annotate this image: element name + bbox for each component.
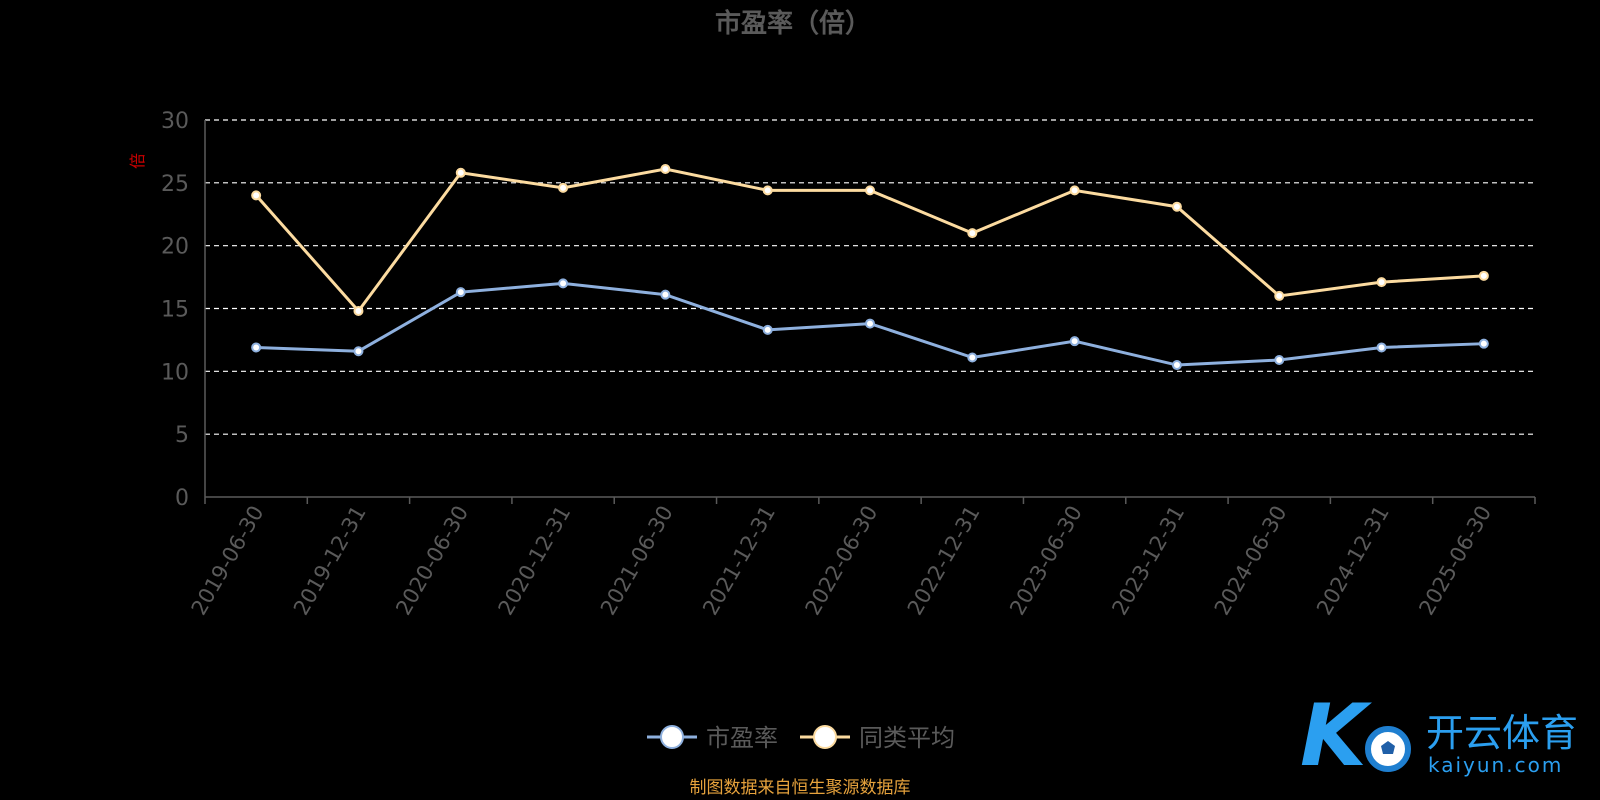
x-tick-label: 2023-06-30 (1005, 502, 1087, 620)
data-point (455, 167, 466, 178)
legend-marker (813, 725, 837, 749)
y-tick-label: 30 (161, 109, 189, 134)
data-point (1376, 342, 1387, 353)
y-tick-label: 25 (161, 172, 189, 197)
x-tick-label: 2024-12-31 (1312, 502, 1394, 620)
legend-item: 同类平均 (800, 724, 955, 752)
y-tick-label: 0 (175, 486, 189, 511)
data-point (967, 352, 978, 363)
legend: 市盈率 同类平均 (647, 724, 955, 752)
x-tick-label: 2025-06-30 (1414, 502, 1496, 620)
logo-text-en: kaiyun.com (1428, 753, 1563, 777)
x-tick-label: 2019-12-31 (289, 502, 371, 620)
y-tick-label: 20 (161, 235, 189, 260)
data-point (1274, 355, 1285, 366)
x-tick-label: 2021-06-30 (596, 502, 678, 620)
data-point (967, 228, 978, 239)
series-0 (251, 278, 1489, 371)
data-point (251, 190, 262, 201)
data-point (558, 278, 569, 289)
x-tick-label: 2021-12-31 (698, 502, 780, 620)
y-tick-label: 10 (161, 360, 189, 385)
x-tick-label: 2024-06-30 (1210, 502, 1292, 620)
data-point (1069, 185, 1080, 196)
legend-label: 同类平均 (859, 724, 955, 752)
data-point (762, 185, 773, 196)
series-1 (251, 164, 1489, 317)
data-point (1171, 201, 1182, 212)
data-point (1069, 336, 1080, 347)
x-tick-label: 2023-12-31 (1107, 502, 1189, 620)
logo-text-cn: 开云体育 (1426, 711, 1578, 755)
legend-marker (660, 725, 684, 749)
kaiyun-logo: K 开云体育 kaiyun.com (1300, 686, 1578, 786)
data-point (353, 346, 364, 357)
data-point (455, 287, 466, 298)
data-point (762, 324, 773, 335)
x-tick-label: 2022-12-31 (903, 501, 985, 619)
y-tick-label: 5 (175, 423, 189, 448)
x-tick-label: 2020-12-31 (494, 502, 576, 620)
y-axis-label: 倍 (128, 153, 147, 169)
kaiyun-logo-mark-k: K (1300, 686, 1372, 786)
data-point (1376, 277, 1387, 288)
series-layer (251, 164, 1489, 371)
data-point (1478, 270, 1489, 281)
x-tick-label: 2022-06-30 (801, 502, 883, 620)
data-point (558, 182, 569, 193)
grid-lines (205, 119, 1535, 435)
data-point (251, 342, 262, 353)
data-point (353, 306, 364, 317)
x-tick-label: 2019-06-30 (187, 502, 269, 620)
data-source-note: 制图数据来自恒生聚源数据库 (690, 778, 911, 798)
data-point (865, 185, 875, 196)
data-point (1274, 290, 1285, 301)
data-point (660, 289, 671, 300)
data-point (865, 318, 875, 329)
axes: 0 5 10 15 20 25 30 2019-06-30 2019-12-31 2020-06-… (161, 109, 1536, 620)
legend-item: 市盈率 (647, 724, 778, 752)
data-point (660, 164, 671, 175)
data-point (1171, 360, 1182, 371)
y-tick-label: 15 (161, 298, 189, 323)
legend-label: 市盈率 (706, 724, 778, 752)
data-point (1478, 338, 1489, 349)
soccer-ball-patch (1381, 741, 1395, 754)
x-tick-label: 2020-06-30 (391, 502, 473, 620)
chart-title: 市盈率（倍） (715, 8, 871, 39)
